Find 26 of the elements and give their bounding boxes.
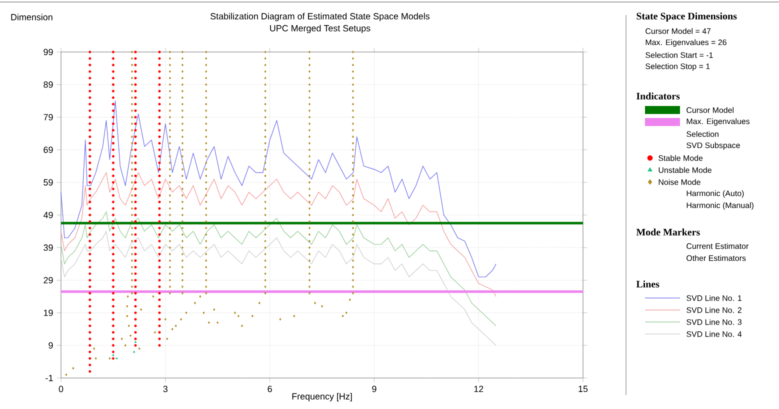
y-tick-label: 29 (44, 277, 53, 284)
y-tick-label: 79 (44, 114, 53, 120)
y-tick-label: 19 (44, 310, 53, 316)
text: Mode Markers (636, 228, 700, 236)
text: Indicators (636, 92, 680, 100)
x-tick-label: 15 (578, 386, 588, 392)
x-tick-label: 9 (372, 386, 376, 392)
y-tick-label: 89 (44, 81, 53, 88)
y-tick-label: 99 (44, 48, 53, 56)
y-tick-label: -1 (46, 374, 53, 382)
y-tick-label: 39 (44, 244, 53, 251)
x-axis-title: Frequency [Hz] (292, 392, 352, 402)
x-tick-label: 0 (58, 386, 64, 392)
x-tick-label: 6 (268, 386, 272, 392)
y-axis-title: Dimension (11, 14, 52, 20)
text: State Space Dimensions (636, 12, 737, 22)
y-tick-label: 49 (43, 212, 53, 218)
x-tick-label: 12 (474, 386, 484, 392)
chart-subtitle: UPC Merged Test Setups (270, 24, 370, 34)
chart-title: Stabilization Diagram of Estimated State Space Models (210, 12, 430, 22)
y-tick-label: 9 (48, 342, 53, 349)
text: Lines (636, 280, 660, 288)
y-tick-label: 69 (44, 146, 53, 153)
y-tick-label: 59 (44, 179, 53, 186)
x-tick-label: 3 (163, 386, 168, 392)
line-series (60, 100, 496, 278)
